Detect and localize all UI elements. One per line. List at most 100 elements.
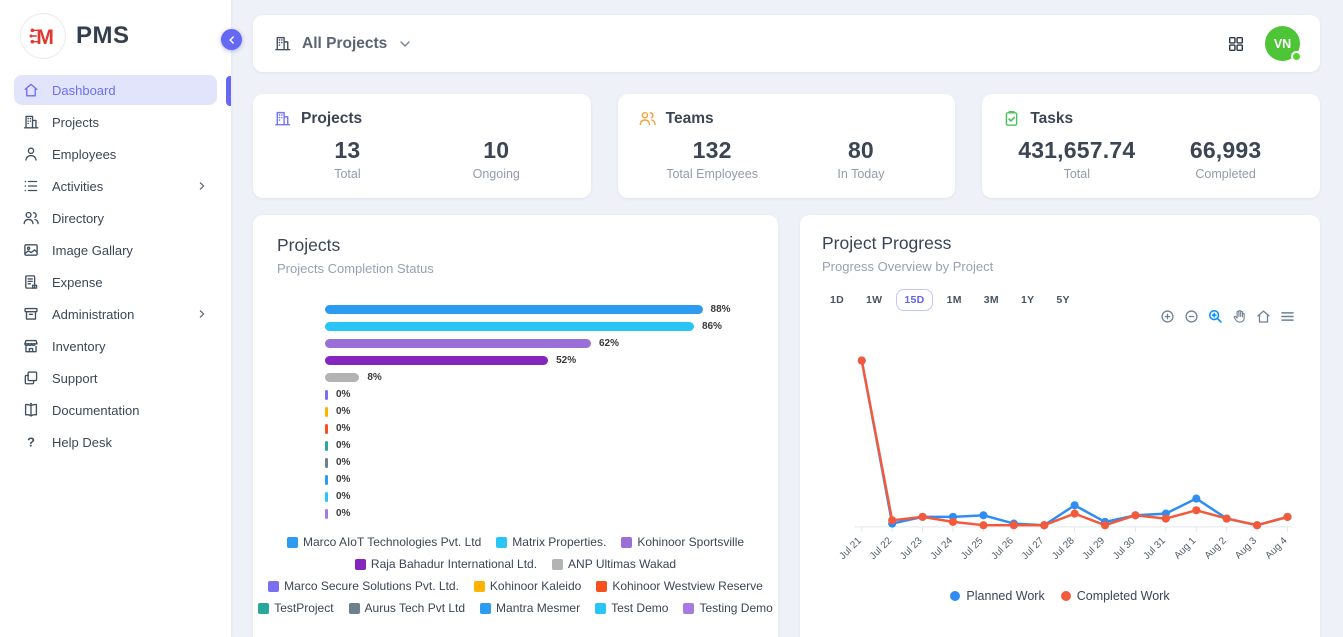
bar: [325, 423, 328, 434]
range-button-3m[interactable]: 3M: [976, 289, 1007, 311]
legend-item-kohinoor-sportsville[interactable]: Kohinoor Sportsville: [621, 535, 744, 549]
legend-dot: [950, 591, 961, 602]
time-range-selector: 1D 1W 15D 1M 3M 1Y 5Y: [822, 289, 1298, 311]
range-button-5y[interactable]: 5Y: [1048, 289, 1077, 311]
legend-item-raja-bahadur-international-ltd[interactable]: Raja Bahadur International Ltd.: [354, 557, 537, 571]
range-button-1d[interactable]: 1D: [822, 289, 852, 311]
legend-item-testproject[interactable]: TestProject: [258, 601, 334, 615]
sidebar-item-inventory[interactable]: Inventory: [14, 331, 217, 361]
legend-label: Mantra Mesmer: [496, 601, 581, 615]
stat-card-title: Teams: [665, 109, 714, 127]
topbar-actions: VN: [1227, 26, 1302, 62]
pan-icon[interactable]: [1231, 308, 1248, 325]
legend-row: Marco AIoT Technologies Pvt. Ltd Matrix P…: [277, 535, 754, 549]
svg-text:Jul 24: Jul 24: [929, 535, 956, 562]
sidebar-item-label: Image Gallary: [52, 242, 133, 258]
range-button-15d[interactable]: 15D: [896, 289, 933, 311]
legend-item-completed-work[interactable]: Completed Work: [1060, 589, 1170, 603]
bar-value-label: 0%: [336, 423, 351, 434]
sidebar-item-label: Expense: [52, 274, 103, 290]
selection-zoom-icon[interactable]: [1207, 308, 1224, 325]
sidebar-item-support[interactable]: Support: [14, 363, 217, 393]
bar-value-label: 0%: [336, 440, 351, 451]
legend-item-matrix-properties[interactable]: Matrix Properties.: [496, 535, 606, 549]
projects-bar-legend: Marco AIoT Technologies Pvt. Ltd Matrix P…: [258, 535, 773, 615]
metric-label: In Today: [837, 167, 885, 181]
project-filter-dropdown[interactable]: All Projects: [273, 34, 413, 53]
sidebar-item-help-desk[interactable]: ? Help Desk: [14, 427, 217, 457]
logo-icon: M: [20, 13, 66, 59]
legend-item-anp-ultimas-wakad[interactable]: ANP Ultimas Wakad: [552, 557, 676, 571]
sidebar-item-administration[interactable]: Administration: [14, 299, 217, 329]
bar-value-label: 0%: [336, 491, 351, 502]
legend-item-test-demo[interactable]: Test Demo: [595, 601, 668, 615]
legend-item-testing-demo[interactable]: Testing Demo: [683, 601, 773, 615]
svg-text:Jul 23: Jul 23: [898, 535, 925, 562]
menu-icon[interactable]: [1279, 308, 1296, 325]
zoom-out-icon[interactable]: [1183, 308, 1200, 325]
image-icon: [22, 241, 40, 259]
legend-item-mantra-mesmer[interactable]: Mantra Mesmer: [480, 601, 580, 615]
svg-text:Jul 31: Jul 31: [1141, 535, 1168, 562]
sidebar-item-activities[interactable]: Activities: [14, 171, 217, 201]
bar-value-label: 0%: [336, 389, 351, 400]
svg-text:Jul 30: Jul 30: [1111, 535, 1138, 562]
bar: [325, 406, 328, 417]
range-button-1y[interactable]: 1Y: [1013, 289, 1042, 311]
progress-line-legend: Planned Work Completed Work: [822, 589, 1298, 603]
legend-swatch: [683, 602, 695, 614]
legend-label: Kohinoor Kaleido: [489, 579, 582, 593]
legend-swatch: [552, 558, 564, 570]
sidebar-item-image-gallary[interactable]: Image Gallary: [14, 235, 217, 265]
svg-text:Jul 22: Jul 22: [868, 535, 895, 562]
sidebar-item-label: Support: [52, 370, 98, 386]
metric-ongoing: 10 Ongoing: [422, 137, 571, 181]
bar-value-label: 0%: [336, 406, 351, 417]
zoom-in-icon[interactable]: [1159, 308, 1176, 325]
sidebar-item-documentation[interactable]: Documentation: [14, 395, 217, 425]
legend-item-kohinoor-westview-reserve[interactable]: Kohinoor Westview Reserve: [596, 579, 763, 593]
stat-card-projects: Projects 13 Total 10 Ongoing: [253, 94, 591, 198]
sidebar-item-label: Employees: [52, 146, 117, 162]
copy-icon: [22, 369, 40, 387]
logo-text: PMS: [76, 22, 130, 49]
svg-text:M: M: [36, 25, 54, 49]
sidebar-item-dashboard[interactable]: Dashboard: [14, 75, 217, 105]
range-button-1m[interactable]: 1M: [939, 289, 970, 311]
sidebar-item-employees[interactable]: Employees: [14, 139, 217, 169]
sidebar-item-directory[interactable]: Directory: [14, 203, 217, 233]
sidebar-item-expense[interactable]: Expense: [14, 267, 217, 297]
avatar[interactable]: VN: [1265, 26, 1302, 62]
legend-item-kohinoor-kaleido[interactable]: Kohinoor Kaleido: [473, 579, 582, 593]
bar-value-label: 0%: [336, 508, 351, 519]
sidebar-item-projects[interactable]: Projects: [14, 107, 217, 137]
sidebar-item-label: Help Desk: [52, 434, 112, 450]
metric-value: 10: [483, 137, 510, 163]
legend-swatch: [480, 602, 492, 614]
metric-value: 66,993: [1189, 137, 1262, 163]
metric-completed: 66,993 Completed: [1151, 137, 1300, 181]
bar-row-kohinoor-kaleido: 0%: [325, 403, 754, 420]
sidebar-item-label: Documentation: [52, 402, 140, 418]
legend-item-marco-aiot-technologies-pvt-ltd[interactable]: Marco AIoT Technologies Pvt. Ltd: [286, 535, 481, 549]
chevron-left-icon: [228, 35, 234, 44]
legend-row: TestProject Aurus Tech Pvt Ltd Mantra Mesm…: [258, 601, 773, 615]
legend-item-marco-secure-solutions-pvt-ltd[interactable]: Marco Secure Solutions Pvt. Ltd.: [268, 579, 459, 593]
archive-icon: [22, 305, 40, 323]
metric-in-today: 80 In Today: [787, 137, 936, 181]
legend-label: Kohinoor Sportsville: [637, 535, 745, 549]
project-progress-panel: Project Progress Progress Overview by Pr…: [800, 215, 1320, 637]
range-button-1w[interactable]: 1W: [858, 289, 890, 311]
stat-card-header: Tasks: [1002, 109, 1300, 128]
legend-swatch: [473, 580, 485, 592]
legend-swatch: [348, 602, 360, 614]
sidebar-collapse-button[interactable]: [221, 29, 242, 50]
task-icon: [1002, 109, 1021, 128]
home-icon[interactable]: [1255, 308, 1272, 325]
legend-item-planned-work[interactable]: Planned Work: [950, 589, 1045, 603]
legend-item-aurus-tech-pvt-ltd[interactable]: Aurus Tech Pvt Ltd: [348, 601, 465, 615]
store-icon: [22, 337, 40, 355]
bar-row-matrix-properties: 86%: [325, 318, 754, 335]
apps-grid-icon[interactable]: [1227, 35, 1245, 53]
metric-value: 13: [334, 137, 361, 163]
